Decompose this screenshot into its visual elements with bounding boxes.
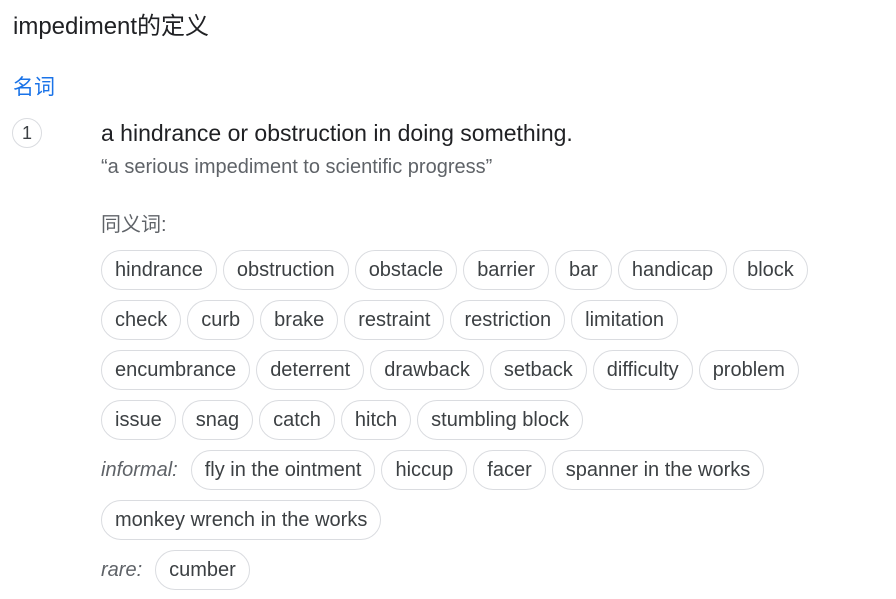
synonym-chip[interactable]: spanner in the works [551,450,765,490]
synonym-chip[interactable]: curb [187,300,255,340]
synonym-chip[interactable]: obstacle [354,250,458,290]
synonym-chip[interactable]: bar [554,250,612,290]
synonym-row: check curb brake restraint restriction l… [101,300,684,340]
informal-synonym-row: monkey wrench in the works [101,500,387,540]
synonym-chip[interactable]: catch [259,400,335,440]
synonym-chip[interactable]: limitation [571,300,679,340]
synonym-chip[interactable]: hiccup [381,450,468,490]
page-title: impediment的定义 [13,13,210,40]
synonym-chip[interactable]: setback [489,350,587,390]
definition-text: a hindrance or obstruction in doing some… [101,120,573,146]
synonym-chip[interactable]: facer [473,450,546,490]
synonym-chip[interactable]: obstruction [222,250,349,290]
synonym-chip[interactable]: snag [181,400,254,440]
synonym-chip[interactable]: fly in the ointment [190,450,376,490]
synonym-chip[interactable]: stumbling block [417,400,583,440]
synonym-chip[interactable]: deterrent [256,350,365,390]
informal-label: informal: [101,458,178,481]
synonym-chip[interactable]: difficulty [592,350,693,390]
synonym-row: issue snag catch hitch stumbling block [101,400,589,440]
synonyms-label: 同义词: [101,214,167,236]
synonym-chip[interactable]: problem [698,350,799,390]
rare-label: rare: [101,558,143,581]
synonym-row: hindrance obstruction obstacle barrier b… [101,250,814,290]
synonym-chip[interactable]: restraint [344,300,445,340]
synonym-chip[interactable]: handicap [617,250,728,290]
synonym-chip[interactable]: block [733,250,808,290]
part-of-speech: 名词 [13,76,55,99]
synonym-chip[interactable]: encumbrance [101,350,251,390]
example-sentence: “a serious impediment to scientific prog… [101,156,493,178]
synonym-chip[interactable]: check [101,300,182,340]
synonym-row: encumbrance deterrent drawback setback d… [101,350,805,390]
synonym-chip[interactable]: brake [260,300,339,340]
synonym-chip[interactable]: hitch [340,400,412,440]
synonym-chip[interactable]: barrier [463,250,549,290]
synonym-chip[interactable]: drawback [370,350,484,390]
sense-number: 1 [12,118,42,148]
synonym-chip[interactable]: hindrance [101,250,217,290]
informal-synonym-row: informal: fly in the ointment hiccup fac… [101,450,770,490]
synonym-chip[interactable]: monkey wrench in the works [101,500,382,540]
synonym-chip[interactable]: restriction [450,300,566,340]
rare-synonym-row: rare: cumber [101,550,256,590]
synonym-chip[interactable]: cumber [155,550,250,590]
synonym-chip[interactable]: issue [101,400,176,440]
